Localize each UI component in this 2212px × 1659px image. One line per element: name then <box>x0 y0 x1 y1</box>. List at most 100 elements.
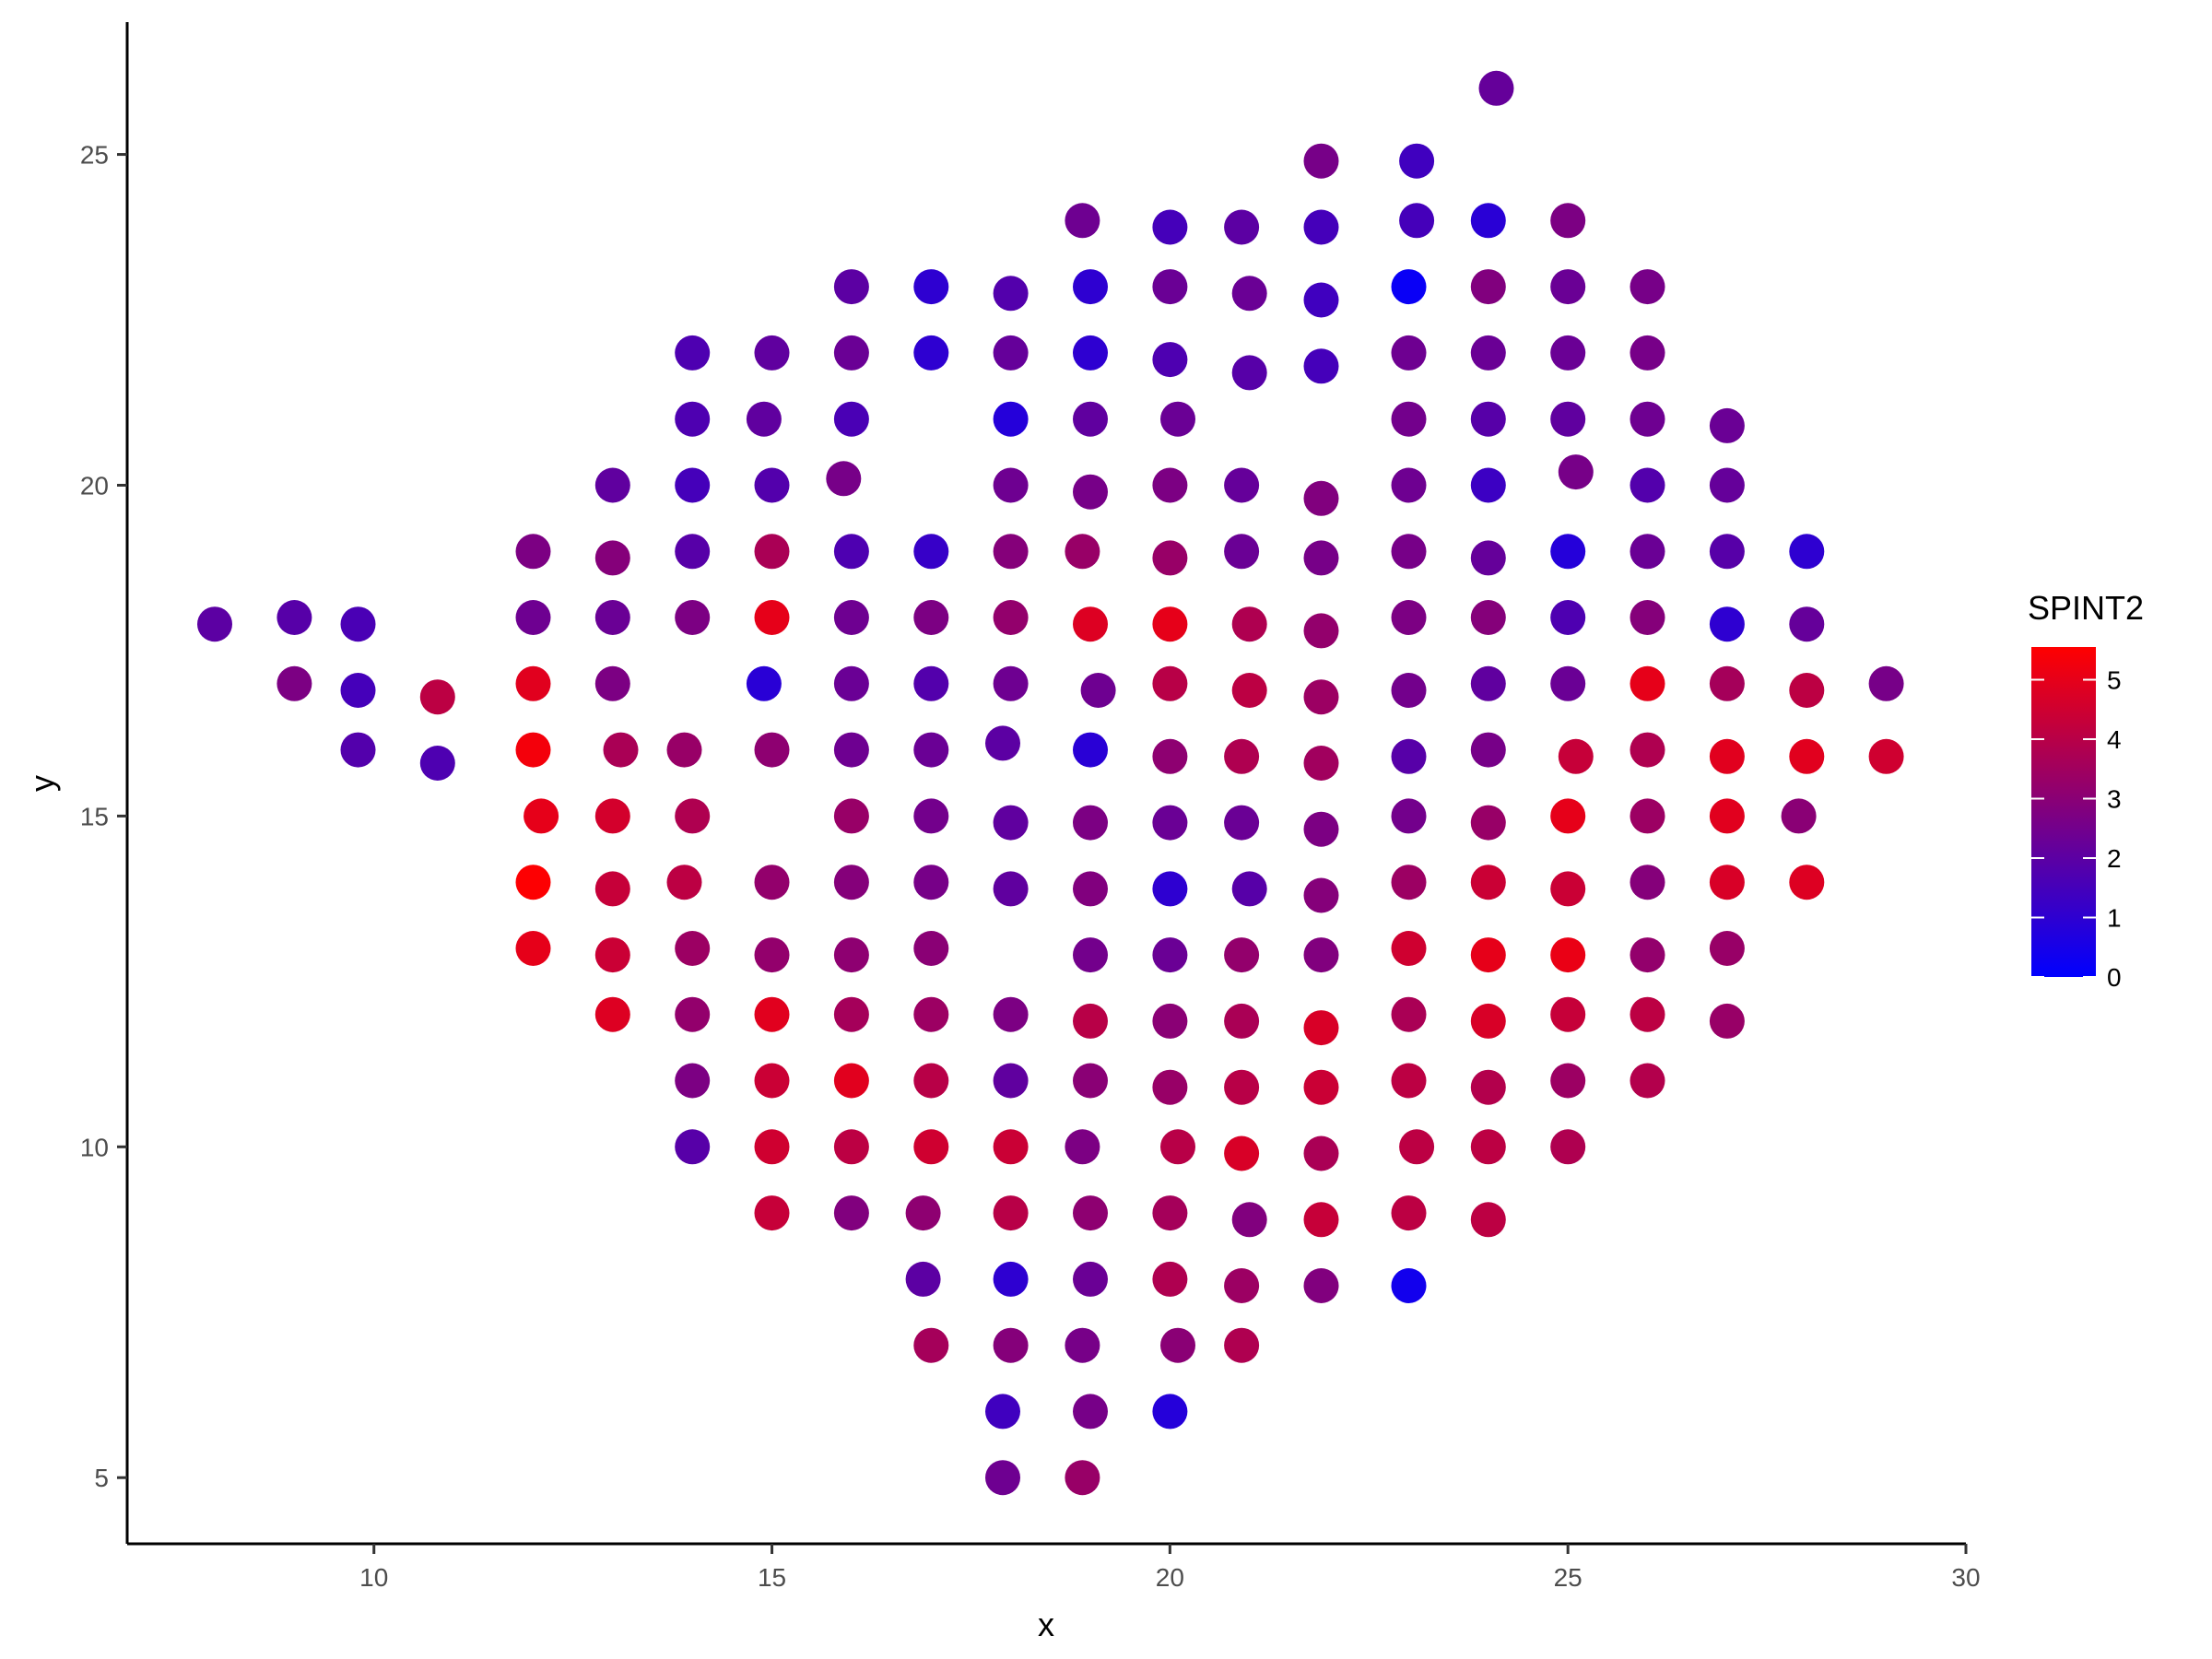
data-point <box>993 665 1029 701</box>
data-point <box>1550 996 1586 1032</box>
data-point <box>1630 865 1665 900</box>
x-tick-label: 20 <box>1156 1563 1184 1592</box>
colorbar-tick-label: 5 <box>2107 665 2122 694</box>
data-point <box>1391 467 1427 503</box>
data-point <box>1065 1129 1100 1165</box>
data-point <box>1391 600 1427 635</box>
data-point <box>1224 1069 1260 1105</box>
data-point <box>1391 798 1427 834</box>
data-point <box>1391 1268 1427 1303</box>
data-point <box>913 600 949 635</box>
data-point <box>746 665 782 701</box>
data-point <box>1073 401 1108 437</box>
data-point <box>746 401 782 437</box>
data-point <box>754 937 790 973</box>
data-point <box>833 937 869 973</box>
data-point <box>754 996 790 1032</box>
data-point <box>754 534 790 570</box>
data-point <box>1391 335 1427 371</box>
data-point <box>1152 269 1188 305</box>
data-point <box>1391 996 1427 1032</box>
colorbar-ticks: 0 1 2 3 4 5 <box>2031 665 2122 992</box>
data-point <box>1630 732 1665 768</box>
data-point <box>276 600 312 635</box>
data-point <box>1470 1129 1506 1165</box>
data-point <box>913 269 949 305</box>
data-point <box>1303 282 1339 318</box>
data-point <box>675 600 711 635</box>
data-point <box>1550 798 1586 834</box>
data-point <box>1073 937 1108 973</box>
data-point <box>1224 209 1260 245</box>
data-point <box>1470 401 1506 437</box>
data-point <box>754 865 790 900</box>
colorbar-tick-label: 3 <box>2107 784 2122 813</box>
data-point <box>913 865 949 900</box>
data-point <box>1303 746 1339 781</box>
data-point <box>754 1129 790 1165</box>
data-point <box>1558 454 1594 490</box>
colorbar-tick-label: 0 <box>2107 963 2122 992</box>
data-point <box>1224 805 1260 841</box>
data-point <box>1399 1129 1435 1165</box>
x-tick-label: 25 <box>1554 1563 1583 1592</box>
data-point <box>1152 467 1188 503</box>
data-point <box>1303 480 1339 516</box>
x-axis-ticks: 10 15 20 25 30 <box>359 1544 1981 1592</box>
data-point <box>594 798 630 834</box>
data-point <box>1868 665 1904 701</box>
data-point <box>1152 871 1188 907</box>
data-point <box>993 996 1029 1032</box>
x-axis-title: x <box>1038 1606 1054 1643</box>
data-point <box>1224 1327 1260 1363</box>
data-point <box>993 1327 1029 1363</box>
data-point <box>1391 1195 1427 1231</box>
data-point <box>1152 1003 1188 1039</box>
data-point <box>1231 276 1267 312</box>
data-point <box>1152 665 1188 701</box>
data-point <box>675 1129 711 1165</box>
data-point <box>1073 1195 1108 1231</box>
data-point <box>1550 335 1586 371</box>
data-point <box>1709 606 1745 642</box>
data-point <box>1073 335 1108 371</box>
data-point <box>1709 798 1745 834</box>
data-point <box>1080 673 1116 708</box>
data-point <box>340 673 376 708</box>
data-point <box>1789 673 1825 708</box>
data-point <box>1303 1268 1339 1303</box>
y-tick-label: 10 <box>80 1133 109 1161</box>
data-point <box>1550 665 1586 701</box>
data-point <box>1470 1069 1506 1105</box>
data-point <box>905 1195 941 1231</box>
data-point <box>1224 738 1260 774</box>
data-point <box>1550 534 1586 570</box>
data-point <box>913 1129 949 1165</box>
data-point <box>833 996 869 1032</box>
data-point <box>993 1261 1029 1297</box>
data-point <box>833 1129 869 1165</box>
data-point <box>1470 732 1506 768</box>
data-point <box>419 679 455 715</box>
data-point <box>993 401 1029 437</box>
data-point <box>1224 1135 1260 1171</box>
data-point <box>833 335 869 371</box>
data-point <box>1781 798 1817 834</box>
data-point <box>1073 269 1108 305</box>
data-point <box>833 1063 869 1099</box>
data-point <box>1160 1129 1195 1165</box>
data-point <box>1630 534 1665 570</box>
data-point <box>754 732 790 768</box>
data-point <box>1303 613 1339 649</box>
data-point <box>594 871 630 907</box>
data-point <box>1073 732 1108 768</box>
data-point <box>1630 467 1665 503</box>
data-point <box>594 467 630 503</box>
data-point <box>675 401 711 437</box>
data-point <box>993 467 1029 503</box>
data-point <box>1630 996 1665 1032</box>
data-point <box>594 937 630 973</box>
data-point <box>1152 805 1188 841</box>
data-point <box>1391 673 1427 708</box>
